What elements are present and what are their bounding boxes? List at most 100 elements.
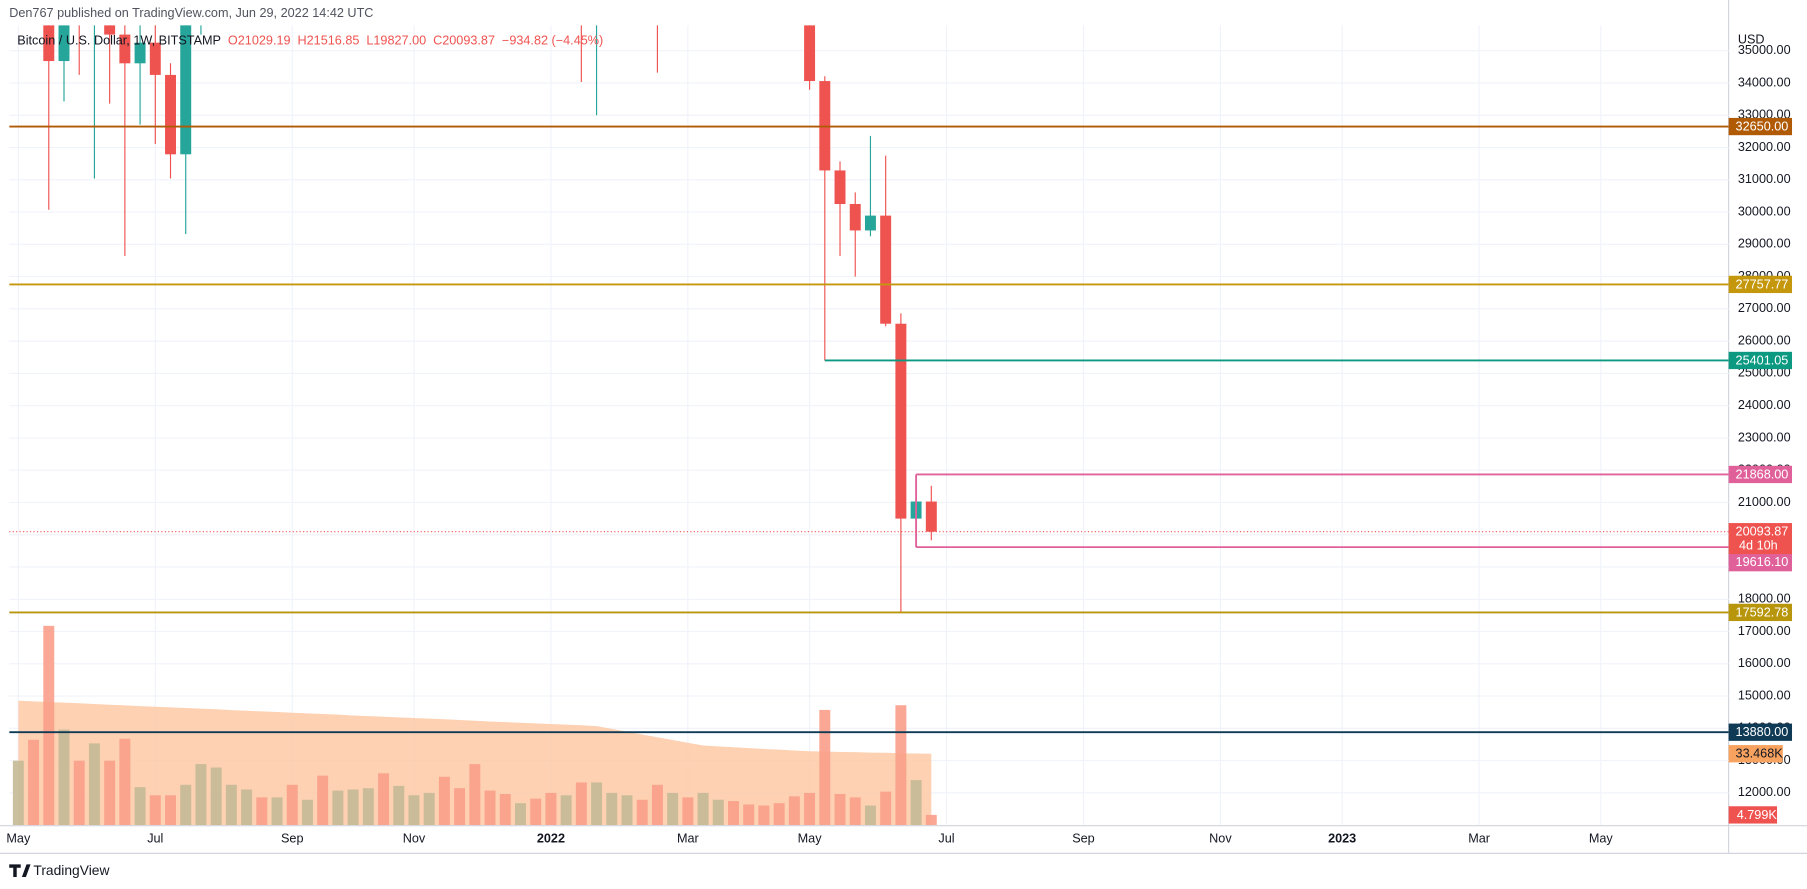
volume-bar xyxy=(438,776,450,826)
volume-bar xyxy=(788,796,800,826)
candle-body xyxy=(895,323,907,519)
volume-bar xyxy=(104,760,116,826)
level-label-box xyxy=(1728,723,1793,741)
logo-icon xyxy=(9,864,31,878)
y-tick-label: 27000.00 xyxy=(1738,301,1791,315)
x-tick-label: Mar xyxy=(1468,831,1490,845)
volume-bar xyxy=(895,705,907,826)
ohlc-change: −934.82 (−4.45%) xyxy=(502,34,603,48)
volume-bar xyxy=(180,784,192,826)
candle-body xyxy=(43,25,55,62)
volume-bar xyxy=(454,788,466,826)
x-tick-label: May xyxy=(798,831,823,845)
volume-bar xyxy=(591,782,603,826)
level-label-box xyxy=(1728,275,1793,294)
volume-bar xyxy=(530,798,542,826)
volume-bar xyxy=(545,792,557,826)
volume-bar xyxy=(849,797,861,826)
volume-bar xyxy=(925,814,937,826)
ohlc-low: L19827.00 xyxy=(366,34,426,48)
volume-bar xyxy=(119,738,131,826)
volume-bar xyxy=(58,729,70,826)
x-tick-label: Nov xyxy=(1209,831,1232,845)
y-tick-label: 16000.00 xyxy=(1738,656,1791,670)
candle-body xyxy=(149,42,161,75)
legend: Bitcoin / U.S. Dollar, 1W, BITSTAMP O2102… xyxy=(17,34,603,48)
y-tick-label: 17000.00 xyxy=(1738,624,1791,638)
volume-bar xyxy=(378,773,390,826)
volume-bar xyxy=(804,792,816,826)
volume-bar xyxy=(423,792,435,826)
volume-bar xyxy=(575,782,587,826)
volume-bar xyxy=(606,792,618,826)
level-label-box xyxy=(1728,351,1793,370)
y-tick-label: 34000.00 xyxy=(1738,75,1791,89)
level-label-box xyxy=(1728,117,1793,136)
volume-bar xyxy=(697,792,709,826)
volume-bar xyxy=(499,793,511,826)
level-label: 32650.00 xyxy=(1736,119,1789,133)
x-tick-label: Jul xyxy=(938,831,954,845)
level-label: 25401.05 xyxy=(1736,353,1789,367)
volume-bar xyxy=(332,790,344,826)
volume-bar xyxy=(682,797,694,826)
candle-body xyxy=(180,25,192,155)
y-tick-label: 24000.00 xyxy=(1738,398,1791,412)
range-top-box xyxy=(1728,465,1793,484)
volume-bar xyxy=(728,801,739,826)
volume-bar xyxy=(484,790,496,826)
range-top-label: 21868.00 xyxy=(1736,467,1789,481)
brand-logo: TradingView xyxy=(9,862,110,878)
x-tick-label: Mar xyxy=(677,831,699,845)
candle-body xyxy=(134,42,146,64)
volume-bar xyxy=(195,764,207,826)
volume-bar xyxy=(515,803,526,826)
price-countdown: 4d 10h xyxy=(1739,538,1778,552)
volume-bar xyxy=(834,793,846,826)
volume-bar xyxy=(880,791,892,826)
candle-body xyxy=(104,25,116,35)
volume-bar xyxy=(347,789,359,826)
x-tick-label: 2022 xyxy=(537,831,565,845)
y-tick-label: 26000.00 xyxy=(1738,333,1791,347)
symbol-title: Bitcoin / U.S. Dollar, 1W, BITSTAMP xyxy=(17,34,221,48)
volume-label-box xyxy=(1728,806,1778,824)
volume-bar xyxy=(301,799,313,826)
y-tick-label: 35000.00 xyxy=(1738,43,1791,57)
price-label: 20093.87 xyxy=(1736,525,1789,539)
volume-bar xyxy=(393,785,405,826)
volume-bar xyxy=(317,775,329,826)
volume-bar xyxy=(43,625,55,826)
candle-body xyxy=(864,215,876,231)
volume-bar xyxy=(864,805,876,826)
y-tick-label: 31000.00 xyxy=(1738,172,1791,186)
x-tick-label: 2023 xyxy=(1328,831,1356,845)
volume-bar xyxy=(758,805,770,826)
volume-bar xyxy=(773,803,785,826)
y-tick-label: 23000.00 xyxy=(1738,430,1791,444)
volume-bar xyxy=(256,797,268,826)
y-tick-label: 29000.00 xyxy=(1738,237,1791,251)
level-label-box xyxy=(1728,603,1793,622)
x-tick-label: Sep xyxy=(281,831,304,845)
volume-bar xyxy=(560,795,572,826)
volume-bar xyxy=(819,709,831,826)
ohlc-high: H21516.85 xyxy=(297,34,359,48)
volume-bar xyxy=(286,784,298,826)
volume-bar xyxy=(910,780,922,826)
x-tick-label: Nov xyxy=(403,831,426,845)
volume-bar xyxy=(362,788,374,826)
x-tick-label: Sep xyxy=(1072,831,1095,845)
volume-bar xyxy=(165,795,176,826)
x-tick-label: Jul xyxy=(147,831,163,845)
range-bottom-label: 19616.10 xyxy=(1736,555,1789,569)
y-tick-label: 25000.00 xyxy=(1738,366,1791,380)
y-tick-label: 32000.00 xyxy=(1738,140,1791,154)
x-tick-label: May xyxy=(6,831,31,845)
volume-bar xyxy=(408,795,420,826)
volume-ma-label-box xyxy=(1728,745,1783,763)
volume-bar xyxy=(743,804,755,826)
y-tick-label: 21000.00 xyxy=(1738,495,1791,509)
